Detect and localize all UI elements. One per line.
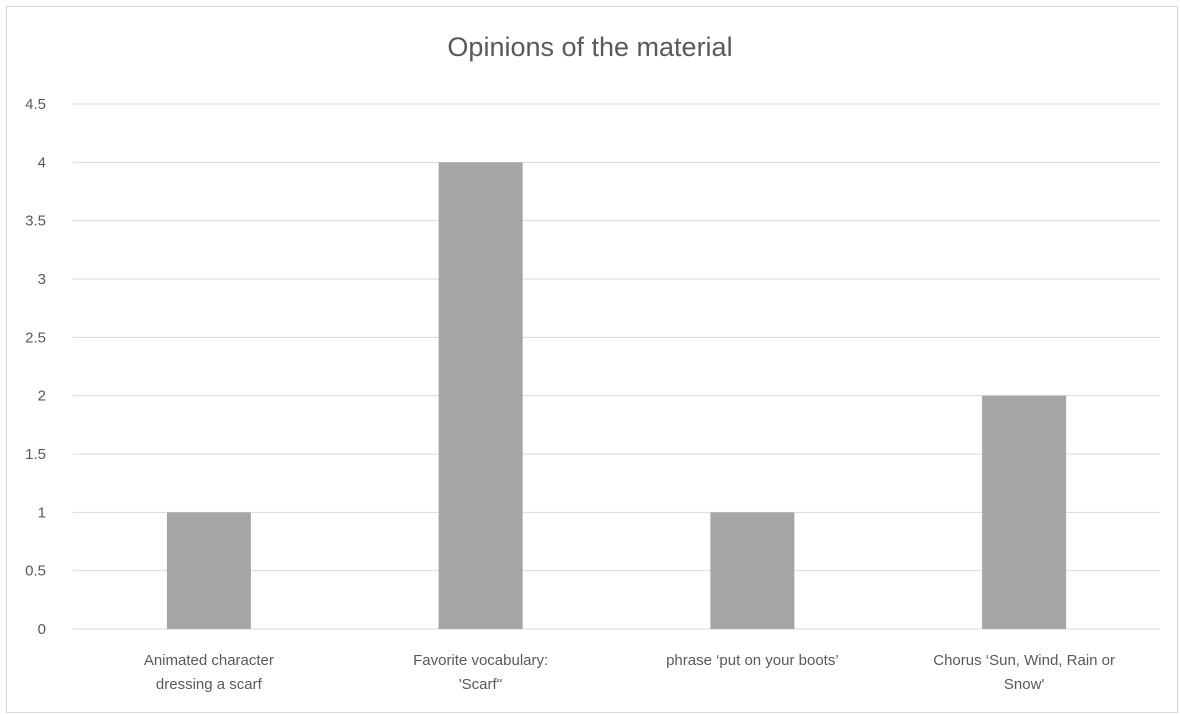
bar [166, 512, 251, 629]
x-axis-categories: Animated character dressing a scarf Favori… [144, 652, 1115, 693]
bars [166, 162, 1067, 630]
x-category-line: Favorite vocabulary: [413, 652, 548, 669]
chart-title: Opinions of the material [447, 32, 733, 62]
x-category-line: Chorus ‘Sun, Wind, Rain or [933, 652, 1115, 669]
x-category-line: phrase ‘put on your boots’ [666, 652, 839, 669]
x-category-line: Snow' [1004, 676, 1045, 693]
y-tick-label: 4 [38, 154, 46, 171]
y-tick-label: 3.5 [25, 213, 46, 230]
y-tick-label: 3 [38, 271, 46, 288]
x-category-line: Animated character [144, 652, 274, 669]
y-tick-label: 1 [38, 504, 46, 521]
y-tick-label: 2 [38, 388, 46, 405]
y-tick-label: 2.5 [25, 329, 46, 346]
x-category-label: phrase ‘put on your boots’ [666, 652, 839, 669]
y-tick-label: 4.5 [25, 96, 46, 113]
y-tick-label: 1.5 [25, 446, 46, 463]
x-category-line: dressing a scarf [156, 676, 263, 693]
bar [710, 512, 795, 629]
x-category-label: Chorus ‘Sun, Wind, Rain or Snow' [933, 652, 1115, 693]
x-category-label: Animated character dressing a scarf [144, 652, 274, 693]
y-tick-label: 0 [38, 621, 46, 638]
gridlines [73, 103, 1160, 630]
x-category-line: 'Scarf'' [459, 676, 503, 693]
bar [982, 395, 1067, 629]
y-tick-label: 0.5 [25, 563, 46, 580]
x-category-label: Favorite vocabulary: 'Scarf'' [413, 652, 548, 693]
bar [438, 162, 523, 630]
y-axis-ticks: 0 0.5 1 1.5 2 2.5 3 3.5 4 4.5 [25, 96, 46, 638]
